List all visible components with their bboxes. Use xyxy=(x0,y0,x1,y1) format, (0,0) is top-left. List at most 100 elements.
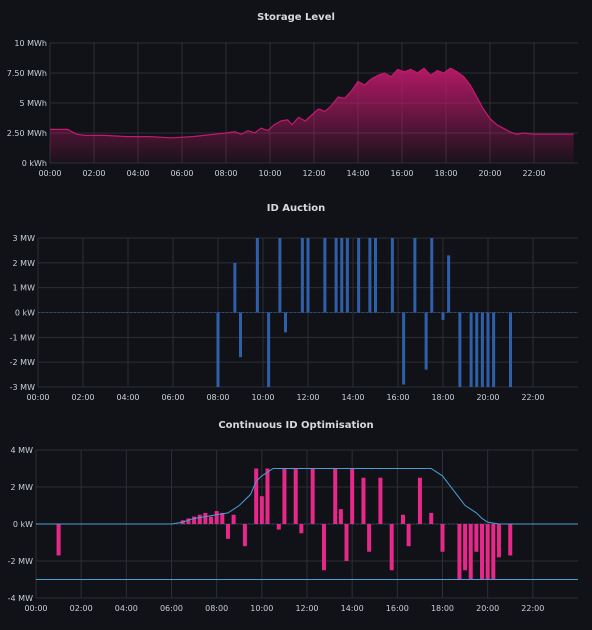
chart2-bar xyxy=(203,512,208,524)
chart2-bar xyxy=(389,524,394,571)
chart1-bar xyxy=(278,238,282,313)
chart2-x-tick-label: 16:00 xyxy=(386,604,409,613)
chart1-bar xyxy=(441,312,445,320)
chart1-bar xyxy=(402,312,406,385)
chart0-y-tick-label: 10 MWh xyxy=(14,39,47,48)
chart0-x-tick-label: 10:00 xyxy=(258,169,281,178)
chart1-y-tick-label: 0 kW xyxy=(15,309,35,318)
chart2-bar xyxy=(474,524,479,552)
chart2-bar xyxy=(254,468,259,524)
chart0-x-tick-label: 22:00 xyxy=(522,169,545,178)
chart2-bar xyxy=(378,477,383,524)
chart1-bar xyxy=(430,238,434,313)
chart0-y-tick-label: 2.50 MWh xyxy=(7,129,47,138)
chart0-x-tick-label: 08:00 xyxy=(214,169,237,178)
chart1-x-tick-label: 06:00 xyxy=(161,393,184,402)
chart1-bar xyxy=(492,312,496,387)
chart2-bar xyxy=(406,524,411,547)
chart2-bar xyxy=(192,516,197,524)
panel-title-continuous-id-optimisation: Continuous ID Optimisation xyxy=(218,420,374,431)
chart1-x-tick-label: 04:00 xyxy=(116,393,139,402)
chart1-bar xyxy=(357,238,361,313)
chart1-y-tick-label: 3 MW xyxy=(13,234,36,243)
chart1-x-tick-label: 18:00 xyxy=(431,393,454,402)
chart0-y-tick-label: 7.50 MWh xyxy=(7,69,47,78)
chart2-y-tick-label: 2 MW xyxy=(11,483,34,492)
chart0-y-tick-label: 0 kWh xyxy=(22,159,47,168)
chart1-bar xyxy=(475,312,479,387)
chart1-bar xyxy=(334,238,338,313)
chart2-y-tick-label: -2 MW xyxy=(8,557,33,566)
chart2-series-line-1 xyxy=(36,468,578,525)
chart1-bar xyxy=(300,238,304,313)
storage-level-line xyxy=(50,67,574,139)
chart2-bar xyxy=(491,524,496,580)
chart2-bar xyxy=(417,477,422,524)
chart1-x-tick-label: 20:00 xyxy=(476,393,499,402)
chart2-bar xyxy=(214,511,219,524)
chart2-bar xyxy=(197,514,202,524)
chart2-bar xyxy=(186,518,191,524)
chart0-x-tick-label: 16:00 xyxy=(390,169,413,178)
chart1-x-tick-label: 00:00 xyxy=(26,393,49,402)
chart1-bar xyxy=(368,238,372,313)
chart2-bar xyxy=(361,477,366,524)
chart1-x-tick-label: 12:00 xyxy=(296,393,319,402)
chart1-bar xyxy=(509,312,512,387)
chart0-x-tick-label: 06:00 xyxy=(170,169,193,178)
chart0-x-tick-label: 18:00 xyxy=(434,169,457,178)
chart2-bar xyxy=(56,524,61,556)
chart0-x-tick-label: 02:00 xyxy=(82,169,105,178)
chart2-x-tick-label: 04:00 xyxy=(115,604,138,613)
chart1-x-tick-label: 08:00 xyxy=(206,393,229,402)
chart2-x-tick-label: 00:00 xyxy=(24,604,47,613)
chart1-bar xyxy=(284,312,287,333)
chart2-bar xyxy=(293,468,298,524)
chart2-bar xyxy=(429,512,434,524)
chart0-y-tick-label: 5 MWh xyxy=(19,99,47,108)
chart2-bar xyxy=(299,524,304,534)
chart1-bar xyxy=(447,255,451,313)
chart2-x-tick-label: 12:00 xyxy=(295,604,318,613)
chart2-bar xyxy=(440,524,445,552)
chart2-bar xyxy=(350,468,355,524)
chart2-bar xyxy=(242,524,247,547)
chart2-bar xyxy=(338,509,343,524)
chart2-bar xyxy=(400,514,405,524)
chart2-bar xyxy=(321,524,326,571)
chart1-bar xyxy=(390,238,394,313)
chart2-bar xyxy=(367,524,372,552)
chart1-bar xyxy=(267,312,271,387)
chart2-bar xyxy=(496,524,501,558)
chart1-y-tick-label: 2 MW xyxy=(13,259,36,268)
chart1-bar xyxy=(345,238,349,313)
chart1-bar xyxy=(340,238,344,313)
chart2-bar xyxy=(333,468,338,524)
chart2-y-tick-label: 0 kW xyxy=(13,520,33,529)
chart2-x-tick-label: 20:00 xyxy=(476,604,499,613)
chart0-x-tick-label: 00:00 xyxy=(38,169,61,178)
chart2-bar xyxy=(508,524,513,556)
chart0-x-tick-label: 14:00 xyxy=(346,169,369,178)
chart2-bar xyxy=(225,524,230,539)
chart1-y-tick-label: 1 MW xyxy=(13,284,36,293)
chart2-bar xyxy=(468,524,473,580)
chart1-bar xyxy=(374,238,377,313)
chart2-x-tick-label: 06:00 xyxy=(160,604,183,613)
chart1-x-tick-label: 14:00 xyxy=(341,393,364,402)
chart0-x-tick-label: 20:00 xyxy=(478,169,501,178)
chart2-x-tick-label: 14:00 xyxy=(341,604,364,613)
chart1-x-tick-label: 22:00 xyxy=(521,393,544,402)
chart2-bar xyxy=(310,468,315,524)
chart2-bar xyxy=(231,514,236,524)
chart1-bar xyxy=(424,312,428,370)
chart2-x-tick-label: 08:00 xyxy=(205,604,228,613)
panel-title-id-auction: ID Auction xyxy=(266,203,326,214)
chart1-bar xyxy=(458,312,462,387)
chart2-bar xyxy=(463,524,468,571)
chart1-bar xyxy=(216,312,220,387)
chart1-y-tick-label: -1 MW xyxy=(10,333,35,342)
chart1-bar xyxy=(323,238,327,313)
chart2-x-tick-label: 18:00 xyxy=(431,604,454,613)
